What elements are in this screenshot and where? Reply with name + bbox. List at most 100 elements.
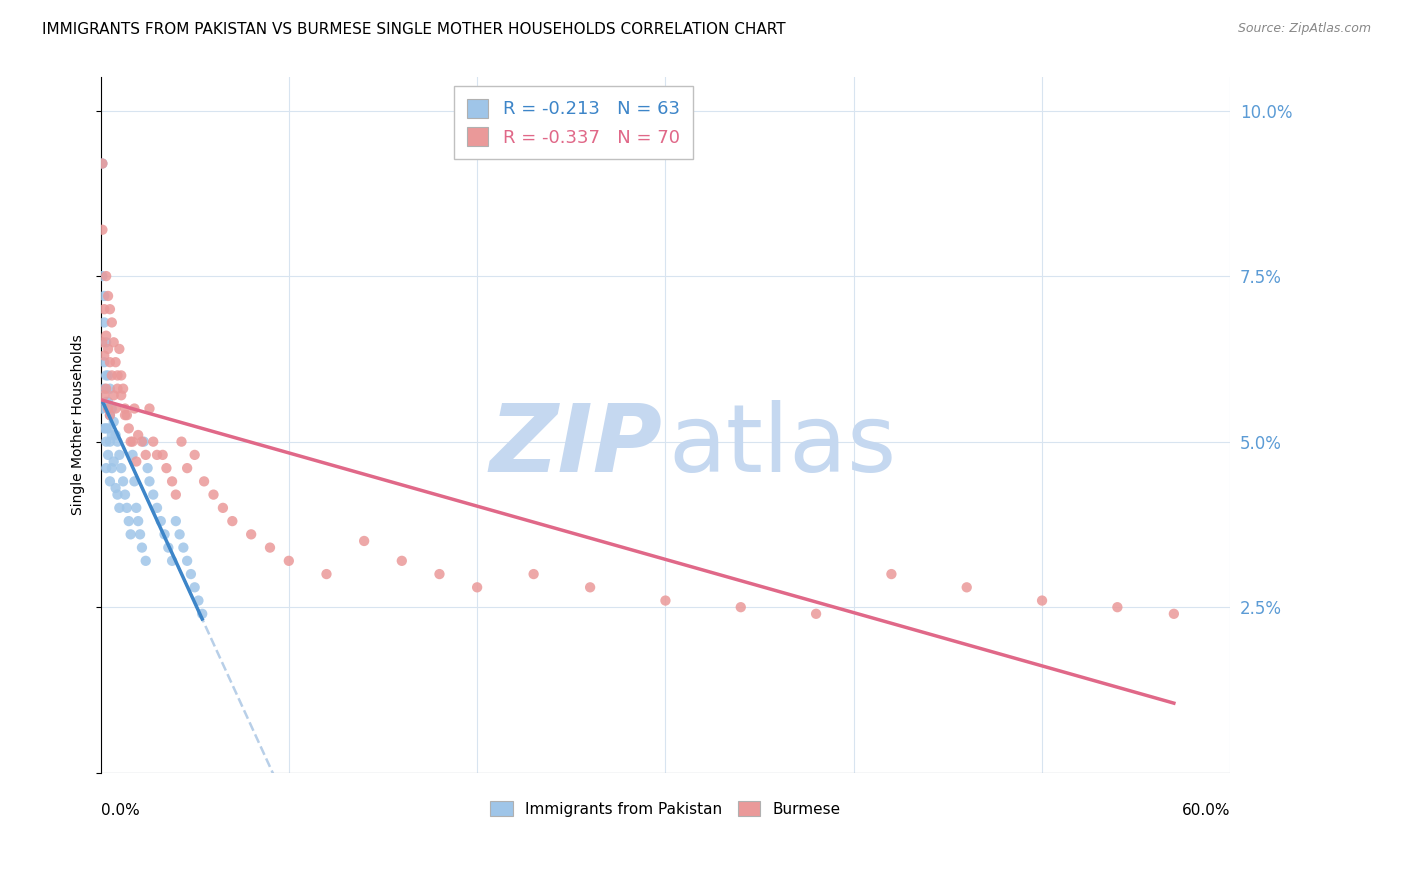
Point: [124, 401, 146, 416]
Point: [114, 488, 136, 502]
Point: [103, 454, 125, 468]
Point: [579, 580, 602, 594]
Point: [98, 382, 121, 396]
Point: [101, 401, 124, 416]
Point: [353, 533, 375, 548]
Point: [107, 488, 129, 502]
Point: [880, 567, 903, 582]
Point: [121, 448, 143, 462]
Text: ZIP: ZIP: [489, 400, 662, 492]
Point: [176, 461, 198, 475]
Point: [120, 434, 142, 449]
Point: [155, 461, 177, 475]
Point: [125, 454, 148, 468]
Point: [98, 408, 121, 422]
Point: [93, 302, 115, 317]
Point: [804, 607, 827, 621]
Point: [136, 461, 159, 475]
Point: [146, 448, 169, 462]
Point: [142, 488, 165, 502]
Point: [654, 593, 676, 607]
Point: [153, 527, 176, 541]
Point: [101, 461, 124, 475]
Point: [165, 514, 187, 528]
Point: [107, 434, 129, 449]
Point: [98, 408, 121, 422]
Point: [135, 554, 157, 568]
Point: [93, 355, 115, 369]
Point: [112, 382, 135, 396]
Point: [240, 527, 263, 541]
Point: [170, 434, 193, 449]
Point: [101, 428, 124, 442]
Point: [98, 434, 121, 449]
Text: atlas: atlas: [669, 400, 897, 492]
Point: [212, 500, 235, 515]
Text: Source: ZipAtlas.com: Source: ZipAtlas.com: [1237, 22, 1371, 36]
Point: [91, 401, 114, 416]
Point: [1163, 607, 1185, 621]
Point: [97, 289, 120, 303]
Point: [1107, 600, 1129, 615]
Point: [730, 600, 752, 615]
Point: [97, 342, 120, 356]
Y-axis label: Single Mother Households: Single Mother Households: [72, 334, 86, 516]
Point: [93, 315, 115, 329]
Point: [91, 223, 114, 237]
Point: [91, 156, 114, 170]
Point: [115, 408, 138, 422]
Point: [315, 567, 337, 582]
Point: [176, 554, 198, 568]
Text: IMMIGRANTS FROM PAKISTAN VS BURMESE SINGLE MOTHER HOUSEHOLDS CORRELATION CHART: IMMIGRANTS FROM PAKISTAN VS BURMESE SING…: [42, 22, 786, 37]
Point: [127, 514, 149, 528]
Point: [429, 567, 451, 582]
Point: [138, 401, 160, 416]
Point: [103, 415, 125, 429]
Point: [118, 421, 141, 435]
Point: [142, 434, 165, 449]
Point: [104, 355, 127, 369]
Point: [125, 500, 148, 515]
Point: [91, 156, 114, 170]
Legend: Immigrants from Pakistan, Burmese: Immigrants from Pakistan, Burmese: [482, 793, 848, 824]
Point: [108, 342, 131, 356]
Point: [118, 514, 141, 528]
Point: [149, 514, 172, 528]
Point: [124, 475, 146, 489]
Point: [183, 448, 205, 462]
Point: [101, 368, 124, 383]
Point: [98, 355, 121, 369]
Point: [93, 349, 115, 363]
Point: [103, 388, 125, 402]
Point: [97, 395, 120, 409]
Point: [391, 554, 413, 568]
Point: [183, 580, 205, 594]
Point: [93, 382, 115, 396]
Point: [152, 448, 174, 462]
Point: [202, 488, 225, 502]
Text: 0.0%: 0.0%: [100, 804, 139, 818]
Point: [110, 461, 132, 475]
Point: [93, 289, 115, 303]
Point: [172, 541, 194, 555]
Point: [97, 421, 120, 435]
Point: [146, 500, 169, 515]
Point: [169, 527, 191, 541]
Point: [104, 481, 127, 495]
Point: [135, 448, 157, 462]
Point: [96, 328, 118, 343]
Point: [96, 269, 118, 284]
Point: [221, 514, 243, 528]
Point: [1031, 593, 1053, 607]
Point: [96, 368, 118, 383]
Point: [259, 541, 281, 555]
Point: [91, 269, 114, 284]
Point: [98, 302, 121, 317]
Point: [121, 434, 143, 449]
Point: [115, 500, 138, 515]
Point: [110, 368, 132, 383]
Point: [96, 434, 118, 449]
Point: [110, 388, 132, 402]
Point: [108, 500, 131, 515]
Point: [107, 368, 129, 383]
